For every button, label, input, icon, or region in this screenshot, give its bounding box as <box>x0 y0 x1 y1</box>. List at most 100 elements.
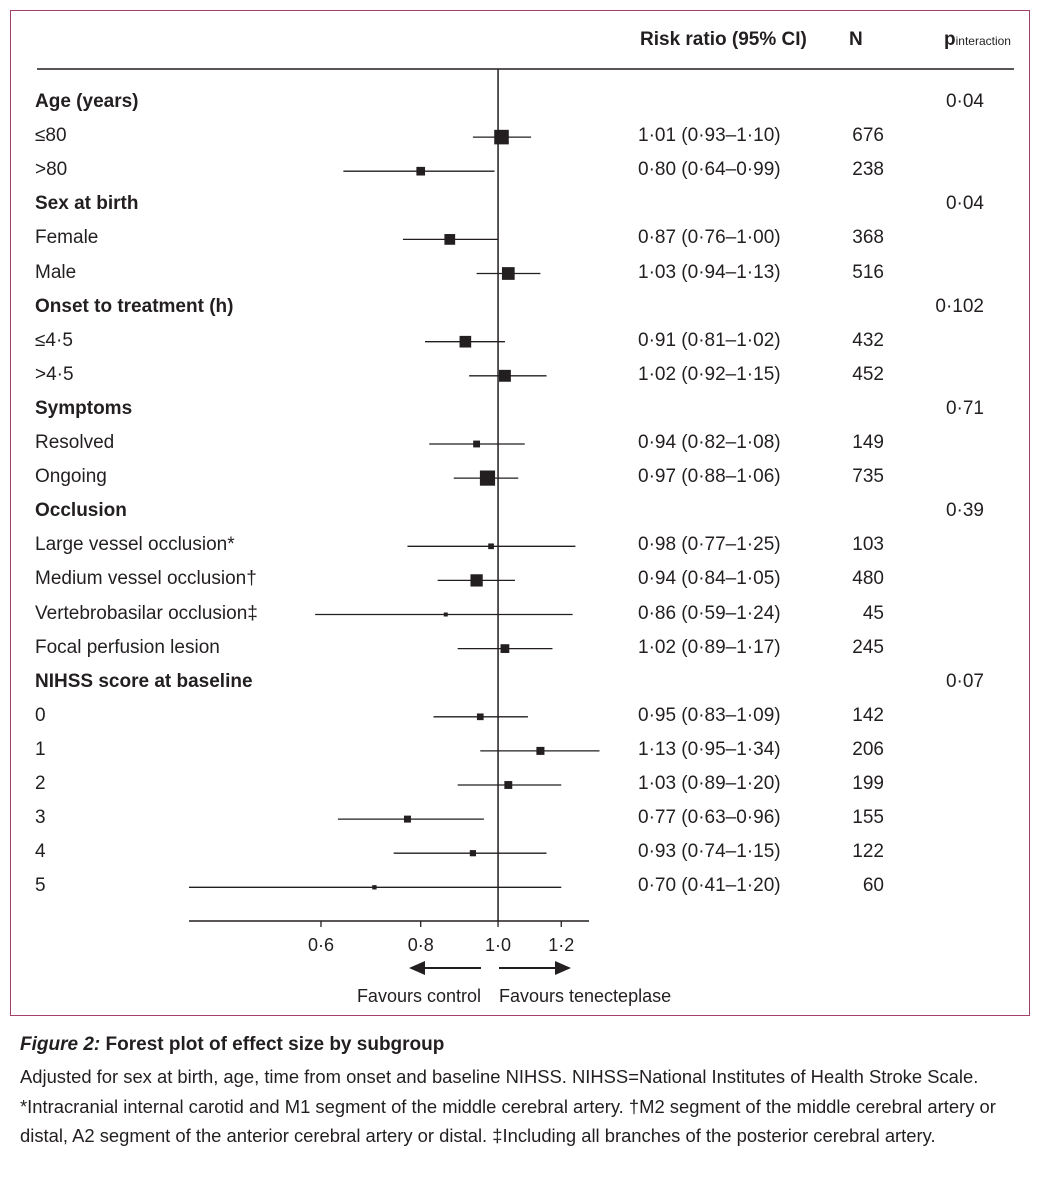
point-estimate <box>504 781 513 789</box>
n-value: 368 <box>852 227 884 249</box>
n-value: 245 <box>852 636 884 658</box>
risk-ratio-ci: 0·97 (0·88–1·06) <box>638 466 781 488</box>
x-tick-label: 1·0 <box>485 935 511 955</box>
subgroup-label: >4·5 <box>35 363 74 385</box>
risk-ratio-ci: 0·95 (0·83–1·09) <box>638 704 781 726</box>
caption-body: Adjusted for sex at birth, age, time fro… <box>20 1066 996 1146</box>
n-value: 516 <box>852 261 884 283</box>
subgroup-label: ≤80 <box>35 125 67 147</box>
risk-ratio-ci: 0·94 (0·82–1·08) <box>638 432 781 453</box>
n-value: 142 <box>852 704 884 726</box>
subgroup-label: Focal perfusion lesion <box>35 636 220 658</box>
risk-ratio-ci: 1·03 (0·94–1·13) <box>638 261 781 283</box>
n-value: 122 <box>852 841 884 863</box>
risk-ratio-ci: 1·01 (0·93–1·10) <box>638 125 781 147</box>
subgroup-label: 1 <box>35 738 46 760</box>
x-tick-label: 1·2 <box>548 935 574 955</box>
subgroup-label: 3 <box>35 807 46 829</box>
risk-ratio-ci: 0·86 (0·59–1·24) <box>638 602 781 624</box>
point-estimate <box>416 166 426 176</box>
subgroup-heading: Age (years) <box>35 91 139 112</box>
n-value: 432 <box>852 329 884 351</box>
favours-control-label: Favours control <box>357 986 481 1006</box>
header-p-main: p <box>944 29 956 50</box>
risk-ratio-ci: 0·87 (0·76–1·00) <box>638 227 781 249</box>
p-interaction-value: 0·39 <box>945 500 984 522</box>
risk-ratio-ci: 0·77 (0·63–0·96) <box>638 807 781 829</box>
header-p-interaction: pinteraction <box>944 29 1011 51</box>
subgroup-label: Male <box>35 261 77 283</box>
favours-tenecteplase-arrowhead <box>555 961 571 975</box>
caption-title: Figure 2: Forest plot of effect size by … <box>20 1034 1045 1056</box>
subgroup-label: 0 <box>35 704 46 726</box>
subgroup-heading: Sex at birth <box>35 193 139 215</box>
subgroup-label: Resolved <box>35 432 115 453</box>
point-estimate <box>469 850 476 857</box>
risk-ratio-ci: 0·70 (0·41–1·20) <box>638 875 781 897</box>
n-value: 676 <box>852 125 884 147</box>
point-estimate <box>403 815 411 823</box>
n-value: 480 <box>852 568 884 590</box>
n-value: 206 <box>852 738 884 760</box>
n-value: 238 <box>852 159 884 181</box>
risk-ratio-ci: 0·91 (0·81–1·02) <box>638 329 781 351</box>
point-estimate <box>443 612 448 617</box>
point-estimate <box>479 470 496 486</box>
p-interaction-value: 0·102 <box>935 295 984 317</box>
subgroup-label: 2 <box>35 773 46 794</box>
favours-tenecteplase-label: Favours tenecteplase <box>499 986 671 1006</box>
point-estimate <box>494 129 509 145</box>
subgroup-label: >80 <box>35 159 68 181</box>
point-estimate <box>536 746 545 755</box>
risk-ratio-ci: 1·02 (0·89–1·17) <box>638 636 781 658</box>
header-risk-ratio: Risk ratio (95% CI) <box>640 29 807 50</box>
n-value: 45 <box>862 602 884 624</box>
figure-frame: 0·6 0·8 1·0 1·2 Favours control Favours tenec… <box>10 10 1030 1016</box>
risk-ratio-ci: 1·03 (0·89–1·20) <box>638 773 781 794</box>
point-estimate <box>498 369 511 382</box>
n-value: 149 <box>852 432 884 453</box>
p-interaction-value: 0·07 <box>945 670 984 692</box>
subgroup-heading: Occlusion <box>35 500 127 522</box>
point-estimate <box>470 574 483 587</box>
point-estimate <box>476 713 484 721</box>
point-estimate <box>444 234 456 245</box>
point-estimate <box>372 885 377 890</box>
point-estimate <box>500 644 510 653</box>
subgroup-label: 5 <box>35 875 46 897</box>
risk-ratio-ci: 1·02 (0·92–1·15) <box>638 363 781 385</box>
n-value: 155 <box>852 807 884 829</box>
header-n: N <box>849 29 863 50</box>
risk-ratio-ci: 0·80 (0·64–0·99) <box>638 159 781 181</box>
caption-title-text: Forest plot of effect size by subgroup <box>105 1034 445 1055</box>
subgroup-label: Ongoing <box>35 466 107 488</box>
header-p-sub: interaction <box>955 34 1011 48</box>
subgroup-heading: Symptoms <box>35 397 133 419</box>
subgroup-heading: NIHSS score at baseline <box>35 670 253 692</box>
subgroup-label: ≤4·5 <box>35 329 73 351</box>
n-value: 452 <box>852 363 884 385</box>
p-interaction-value: 0·04 <box>945 91 984 112</box>
n-value: 103 <box>852 534 884 556</box>
figure-caption: Figure 2: Forest plot of effect size by … <box>20 1034 1045 1151</box>
favours-control-arrowhead <box>409 961 425 975</box>
x-tick-label: 0·6 <box>308 935 334 955</box>
p-interaction-value: 0·04 <box>945 193 984 215</box>
point-estimate <box>501 267 515 280</box>
point-estimate <box>488 543 494 550</box>
subgroup-heading: Onset to treatment (h) <box>35 295 234 317</box>
p-interaction-value: 0·71 <box>945 397 984 419</box>
subgroup-label: Vertebrobasilar occlusion‡ <box>35 602 258 624</box>
point-estimate <box>459 335 472 348</box>
n-value: 60 <box>862 875 884 897</box>
subgroup-label: Large vessel occlusion* <box>35 534 235 556</box>
n-value: 735 <box>852 466 884 488</box>
risk-ratio-ci: 0·98 (0·77–1·25) <box>638 534 781 556</box>
subgroup-label: Female <box>35 227 99 249</box>
subgroup-label: 4 <box>35 841 46 863</box>
x-tick-label: 0·8 <box>408 935 434 955</box>
risk-ratio-ci: 0·93 (0·74–1·15) <box>638 841 781 863</box>
caption-figure-label: Figure 2: <box>20 1034 101 1055</box>
subgroup-label: Medium vessel occlusion† <box>35 568 257 590</box>
point-estimate <box>473 440 481 448</box>
